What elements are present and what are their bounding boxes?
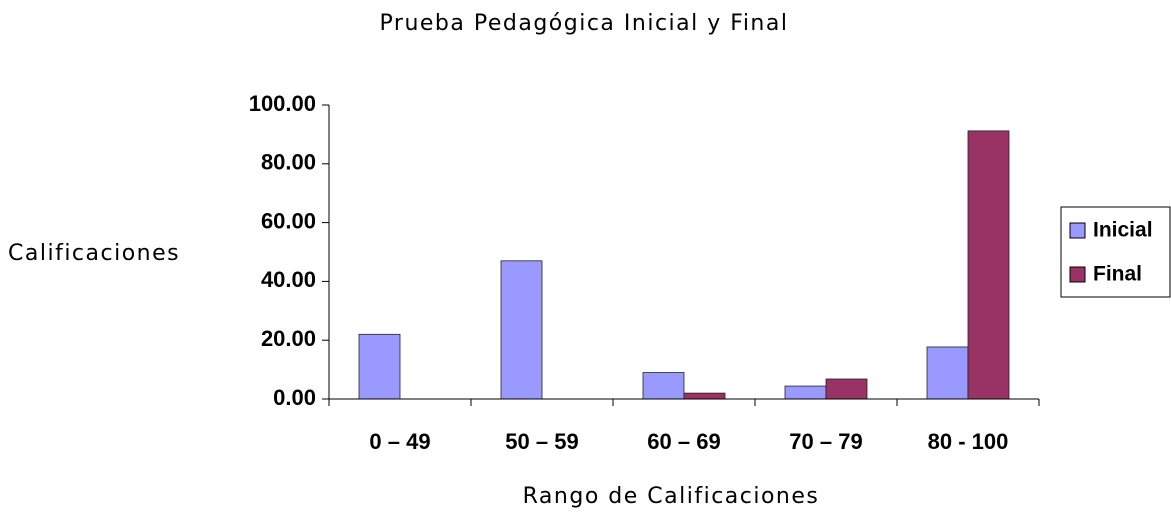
bar [500,260,543,400]
chart-title: Prueba Pedagógica Inicial y Final [380,11,789,36]
x-tick-label: 60 – 69 [647,429,720,454]
x-tick-label: 50 – 59 [505,429,578,454]
y-axis-title: Calificaciones [8,241,180,266]
x-tick-label: 0 – 49 [369,429,430,454]
x-tick-label: 70 – 79 [789,429,862,454]
bar [683,392,726,400]
legend-swatch [1069,266,1086,283]
y-tick-label: 40.00 [261,267,316,292]
bar [358,333,401,400]
bar [967,130,1010,400]
y-tick-label: 60.00 [261,208,316,233]
bar [784,385,827,400]
y-tick-label: 20.00 [261,326,316,351]
bar [642,372,685,400]
x-tick-label: 80 - 100 [928,429,1009,454]
y-tick-label: 80.00 [261,150,316,175]
bar [926,346,969,400]
y-tick-label: 100.00 [249,91,316,116]
legend-label: Inicial [1093,219,1153,242]
bar [825,378,868,400]
legend-label: Final [1093,263,1142,286]
legend-swatch [1069,222,1086,239]
x-axis-title: Rango de Calificaciones [523,484,820,509]
y-tick-label: 0.00 [273,385,316,410]
